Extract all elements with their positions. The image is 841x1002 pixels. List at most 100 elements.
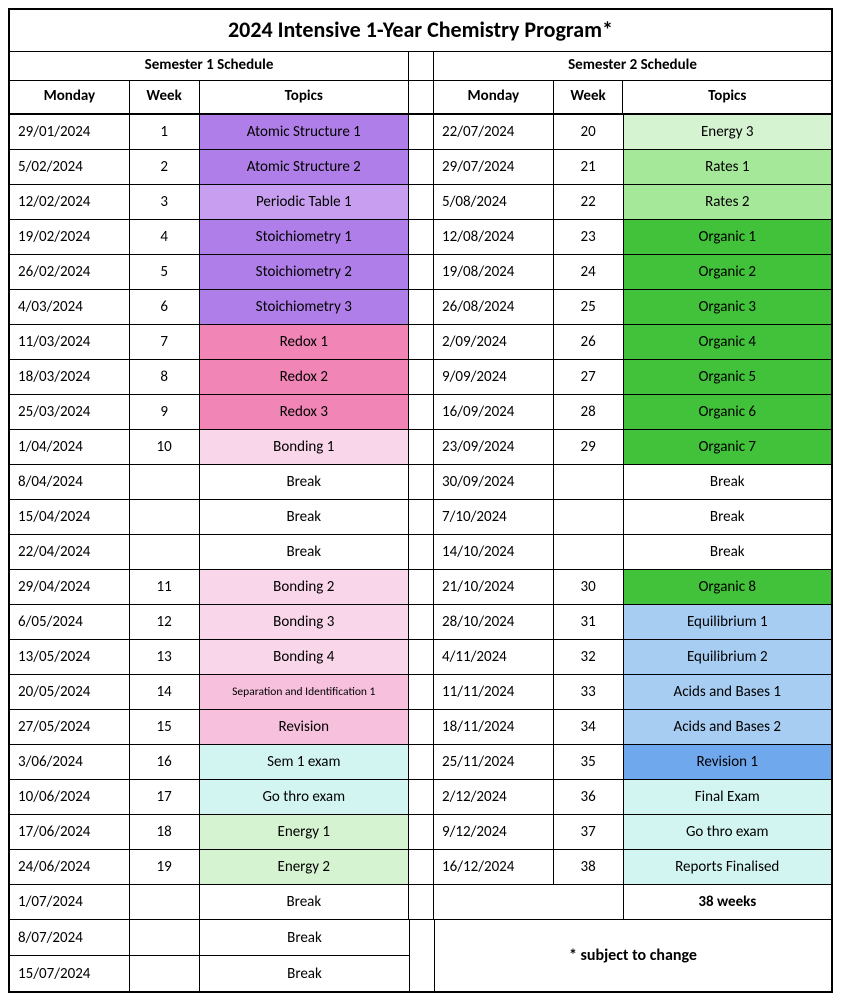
week-cell — [130, 955, 200, 991]
date-cell: 3/06/2024 — [10, 744, 130, 779]
separator-cell — [409, 359, 434, 394]
topic-cell: Break — [200, 919, 410, 955]
date-cell: 8/04/2024 — [10, 464, 130, 499]
topic-cell: Break — [200, 464, 409, 499]
date-cell: 20/05/2024 — [10, 674, 130, 709]
week-cell: 3 — [130, 184, 200, 219]
separator-cell — [409, 254, 434, 289]
topic-cell: Stoichiometry 2 — [200, 254, 409, 289]
date-cell: 1/04/2024 — [10, 429, 130, 464]
separator-cell — [409, 324, 434, 359]
footer-note: * subject to change — [435, 919, 831, 991]
date-cell: 24/06/2024 — [10, 849, 130, 884]
topic-cell: Equilibrium 2 — [624, 639, 831, 674]
date-cell: 11/03/2024 — [10, 324, 130, 359]
table-row: 8/07/2024 Break — [10, 919, 410, 955]
date-cell: 25/03/2024 — [10, 394, 130, 429]
separator-cell — [409, 464, 434, 499]
separator-cell — [409, 744, 434, 779]
date-cell: 22/07/2024 — [434, 114, 554, 149]
week-cell — [130, 534, 200, 569]
date-cell: 29/07/2024 — [434, 149, 554, 184]
sem2-header: Semester 2 Schedule — [434, 52, 831, 80]
separator-cell — [409, 394, 434, 429]
week-cell: 7 — [130, 324, 200, 359]
date-cell: 29/04/2024 — [10, 569, 130, 604]
topic-cell: Acids and Bases 1 — [624, 674, 831, 709]
week-cell: 5 — [130, 254, 200, 289]
topic-cell: Stoichiometry 3 — [200, 289, 409, 324]
table-row: 18/03/20248Redox 29/09/202427Organic 5 — [10, 359, 831, 394]
total-weeks: 38 weeks — [624, 884, 831, 919]
table-row: 24/06/202419Energy 216/12/202438Reports … — [10, 849, 831, 884]
date-cell: 19/08/2024 — [434, 254, 554, 289]
separator-cell — [409, 569, 434, 604]
separator-cell — [409, 674, 434, 709]
topic-cell: Break — [200, 534, 409, 569]
week-cell: 29 — [554, 429, 624, 464]
date-cell: 14/10/2024 — [434, 534, 554, 569]
date-cell: 28/10/2024 — [434, 604, 554, 639]
week-cell: 33 — [554, 674, 624, 709]
schedule-table: 2024 Intensive 1-Year Chemistry Program*… — [8, 8, 833, 993]
date-cell: 6/05/2024 — [10, 604, 130, 639]
week-cell: 25 — [554, 289, 624, 324]
date-cell: 26/08/2024 — [434, 289, 554, 324]
week-cell: 36 — [554, 779, 624, 814]
date-cell: 8/07/2024 — [10, 919, 130, 955]
week-cell: 15 — [130, 709, 200, 744]
week-cell: 38 — [554, 849, 624, 884]
separator-cell — [409, 814, 434, 849]
topic-cell: Periodic Table 1 — [200, 184, 409, 219]
header-separator — [409, 52, 434, 80]
topic-cell: Rates 2 — [624, 184, 831, 219]
topic-cell: Energy 2 — [200, 849, 409, 884]
week-cell: 13 — [130, 639, 200, 674]
week-cell: 12 — [130, 604, 200, 639]
week-cell: 32 — [554, 639, 624, 674]
week-cell: 35 — [554, 744, 624, 779]
topic-cell: Sem 1 exam — [200, 744, 409, 779]
topic-cell: Stoichiometry 1 — [200, 219, 409, 254]
separator-cell — [409, 114, 434, 149]
date-cell: 2/09/2024 — [434, 324, 554, 359]
week-cell — [554, 464, 624, 499]
topic-cell: Organic 4 — [624, 324, 831, 359]
week-cell — [130, 499, 200, 534]
topic-cell: Atomic Structure 1 — [200, 114, 409, 149]
table-row: 1/04/202410Bonding 123/09/202429Organic … — [10, 429, 831, 464]
date-cell: 22/04/2024 — [10, 534, 130, 569]
topic-cell: Separation and Identification 1 — [200, 674, 409, 709]
table-row: 29/01/20241Atomic Structure 122/07/20242… — [10, 114, 831, 149]
week-cell — [130, 464, 200, 499]
topic-cell: Energy 3 — [624, 114, 831, 149]
topic-cell: Organic 3 — [624, 289, 831, 324]
table-row: 1/07/2024Break38 weeks — [10, 884, 831, 919]
topic-cell: Organic 6 — [624, 394, 831, 429]
table-row: 8/04/2024Break30/09/2024Break — [10, 464, 831, 499]
week-cell — [130, 884, 200, 919]
week-cell: 21 — [554, 149, 624, 184]
topic-cell: Final Exam — [624, 779, 831, 814]
topic-cell: Organic 5 — [624, 359, 831, 394]
date-cell: 4/11/2024 — [434, 639, 554, 674]
week-cell: 8 — [130, 359, 200, 394]
week-cell: 2 — [130, 149, 200, 184]
schedule-rows: 29/01/20241Atomic Structure 122/07/20242… — [10, 114, 831, 991]
week-cell: 23 — [554, 219, 624, 254]
date-cell: 12/02/2024 — [10, 184, 130, 219]
date-cell: 19/02/2024 — [10, 219, 130, 254]
date-cell: 23/09/2024 — [434, 429, 554, 464]
separator-cell — [409, 709, 434, 744]
week-cell: 18 — [130, 814, 200, 849]
date-cell: 16/09/2024 — [434, 394, 554, 429]
table-row: 3/06/202416Sem 1 exam25/11/202435Revisio… — [10, 744, 831, 779]
table-row: 17/06/202418Energy 19/12/202437Go thro e… — [10, 814, 831, 849]
table-row: 5/02/20242Atomic Structure 229/07/202421… — [10, 149, 831, 184]
date-cell: 25/11/2024 — [434, 744, 554, 779]
date-cell: 1/07/2024 — [10, 884, 130, 919]
topic-cell: Revision 1 — [624, 744, 831, 779]
col-separator — [409, 81, 434, 113]
col-topics-1: Topics — [200, 81, 409, 113]
date-cell: 7/10/2024 — [434, 499, 554, 534]
